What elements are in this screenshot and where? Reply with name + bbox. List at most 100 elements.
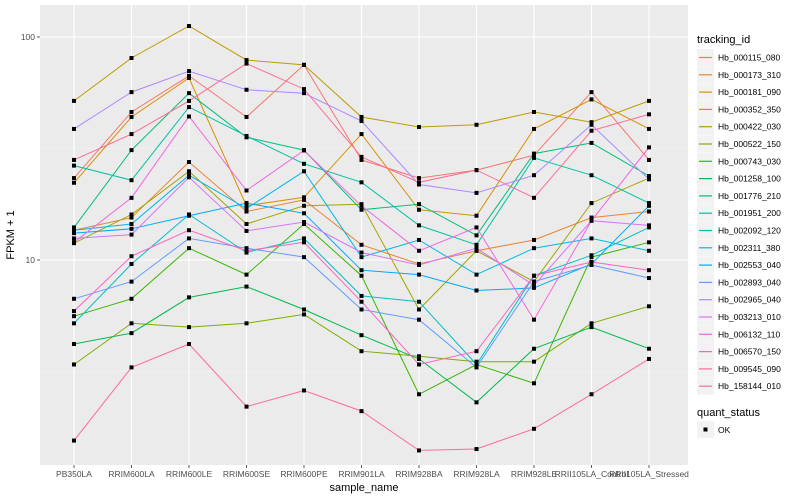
data-point: [474, 365, 479, 370]
data-point: [474, 272, 479, 277]
data-point: [417, 176, 421, 181]
data-point: [72, 157, 76, 162]
data-point: [532, 155, 536, 160]
data-point: [129, 232, 134, 237]
data-point: [532, 237, 536, 242]
legend-item: Hb_006570_150: [697, 343, 781, 361]
legend-label: Hb_009545_090: [718, 364, 781, 374]
data-point: [244, 58, 249, 63]
data-point: [417, 248, 421, 253]
data-point: [129, 279, 134, 284]
data-point: [72, 240, 76, 245]
data-point: [187, 175, 191, 180]
data-point: [474, 359, 479, 364]
data-point: [417, 202, 421, 207]
data-point: [532, 126, 536, 131]
data-point: [647, 304, 651, 309]
legend-item: Hb_001951_200: [697, 204, 781, 222]
data-point: [72, 228, 76, 233]
legend-label: Hb_002553_040: [718, 260, 781, 270]
y-tick-label: 100: [21, 32, 35, 42]
data-point: [474, 246, 479, 251]
data-point: [129, 215, 134, 220]
data-point: [72, 438, 76, 443]
data-point: [589, 259, 594, 264]
data-point: [589, 120, 594, 125]
data-point: [129, 222, 134, 227]
legend-title: tracking_id: [697, 34, 750, 46]
data-point: [532, 317, 536, 322]
legend-label: Hb_000181_090: [718, 87, 781, 97]
data-point: [532, 246, 536, 251]
data-point: [474, 349, 479, 354]
data-point: [359, 119, 364, 124]
major-gridlines: [40, 5, 688, 465]
data-point: [302, 240, 306, 245]
x-axis-title: sample_name: [329, 482, 398, 494]
y-axis: 10 100: [21, 32, 40, 265]
data-point: [129, 90, 134, 95]
data-point: [72, 225, 76, 230]
data-point: [359, 114, 364, 119]
data-point: [647, 225, 651, 230]
data-point: [129, 56, 134, 61]
data-point: [187, 98, 191, 103]
data-point: [532, 426, 536, 431]
data-point: [129, 178, 134, 183]
data-point: [187, 105, 191, 110]
data-point: [187, 24, 191, 29]
data-point: [532, 195, 536, 200]
data-point: [244, 246, 249, 251]
y-axis-title: FPKM + 1: [5, 210, 17, 259]
data-point: [187, 173, 191, 178]
data-point: [359, 333, 364, 338]
data-point: [474, 213, 479, 218]
legend-item: Hb_000181_090: [697, 83, 781, 101]
data-point: [129, 321, 134, 326]
data-point: [302, 307, 306, 312]
data-point: [647, 177, 651, 182]
data-point: [302, 211, 306, 216]
data-point: [359, 409, 364, 414]
data-point: [359, 250, 364, 255]
data-point: [359, 207, 364, 212]
data-point: [474, 248, 479, 253]
data-point: [129, 114, 134, 119]
legend-label: Hb_003213_010: [718, 312, 781, 322]
x-tick-label: RRIM901LA: [338, 469, 385, 479]
data-point: [129, 296, 134, 301]
x-tick-label: RRIM600LE: [166, 469, 213, 479]
data-point: [129, 331, 134, 336]
legend-label: Hb_000352_350: [718, 104, 781, 114]
data-point: [244, 133, 249, 138]
legend-item: Hb_003213_010: [697, 308, 781, 326]
data-point: [244, 222, 249, 227]
data-point: [474, 400, 479, 405]
data-point: [129, 109, 134, 114]
data-point: [359, 268, 364, 273]
data-point: [72, 126, 76, 131]
data-point: [244, 404, 249, 409]
data-point: [532, 173, 536, 178]
data-point: [244, 284, 249, 289]
data-point: [532, 381, 536, 386]
legend-item: Hb_009545_090: [697, 360, 781, 378]
data-point: [647, 203, 651, 208]
data-point: [72, 342, 76, 347]
data-point: [474, 233, 479, 238]
data-point: [129, 148, 134, 153]
legend: tracking_id Hb_000115_080 Hb_000173_310 Hb…: [697, 34, 781, 438]
legend-label: Hb_006132_110: [718, 329, 781, 339]
data-point: [417, 182, 421, 187]
data-point: [72, 309, 76, 314]
data-point: [302, 87, 306, 92]
data-point: [647, 268, 651, 273]
legend-item: Hb_001258_100: [697, 170, 781, 188]
minor-gridlines: [40, 148, 688, 372]
data-point: [244, 321, 249, 326]
data-point: [244, 114, 249, 119]
data-point: [417, 299, 421, 304]
data-point: [129, 212, 134, 217]
plot-panel: [40, 5, 688, 465]
